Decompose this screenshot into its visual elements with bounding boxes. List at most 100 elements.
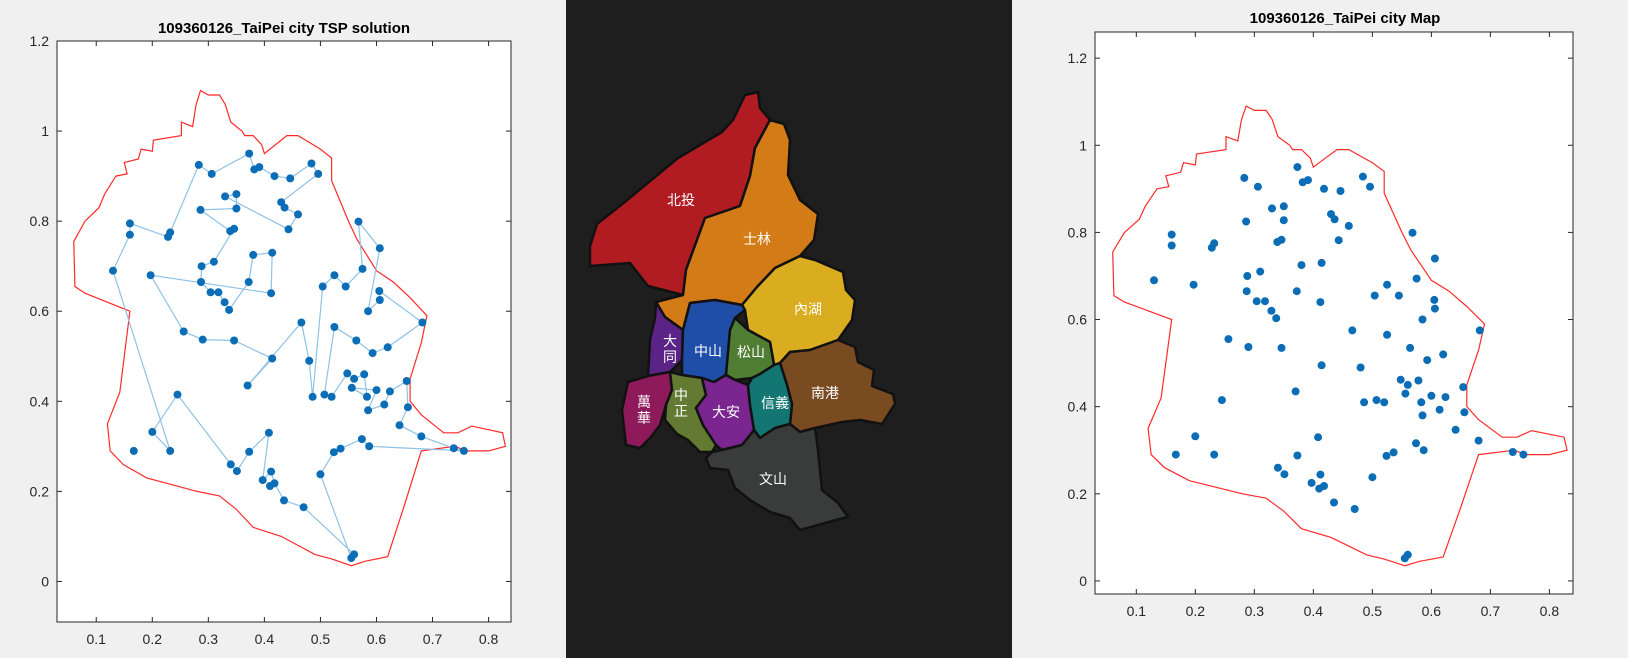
city-point bbox=[336, 444, 345, 453]
city-point bbox=[1406, 343, 1415, 352]
district-label-zhongshan: 中山 bbox=[694, 344, 722, 360]
city-point bbox=[1330, 215, 1339, 224]
map-city-points bbox=[1150, 163, 1528, 563]
y-tick-label: 0.6 bbox=[1068, 312, 1088, 328]
city-point bbox=[1280, 470, 1289, 479]
city-point bbox=[1256, 267, 1265, 276]
city-point bbox=[305, 356, 314, 365]
city-point bbox=[363, 392, 371, 401]
city-point bbox=[1320, 184, 1328, 193]
city-point bbox=[308, 392, 317, 401]
city-point bbox=[360, 370, 369, 379]
city-point bbox=[1414, 376, 1423, 385]
district-label-daan: 大安 bbox=[712, 405, 740, 421]
district-wenshan bbox=[704, 422, 850, 532]
district-label-songshan: 松山 bbox=[737, 345, 765, 361]
city-point bbox=[299, 503, 308, 512]
district-label-nangang: 南港 bbox=[811, 386, 839, 402]
city-point bbox=[1350, 505, 1359, 513]
city-point bbox=[1191, 432, 1200, 441]
city-point bbox=[1508, 448, 1517, 456]
district-label-beitou: 北投 bbox=[667, 193, 695, 209]
city-point bbox=[1292, 287, 1301, 296]
city-point bbox=[109, 266, 117, 275]
city-point bbox=[284, 225, 293, 234]
city-point bbox=[364, 307, 373, 316]
city-point bbox=[1317, 361, 1326, 370]
city-point bbox=[230, 336, 239, 345]
x-tick-label: 0.4 bbox=[255, 631, 275, 647]
city-point bbox=[197, 262, 206, 271]
city-point bbox=[1418, 315, 1427, 324]
city-point bbox=[352, 336, 361, 345]
city-point bbox=[347, 383, 356, 392]
city-point bbox=[365, 442, 374, 451]
city-point bbox=[1383, 280, 1392, 289]
city-point bbox=[286, 174, 295, 183]
city-point bbox=[1316, 470, 1325, 479]
city-point bbox=[194, 160, 203, 169]
city-point bbox=[330, 323, 339, 331]
city-point bbox=[1334, 236, 1343, 245]
city-point bbox=[1167, 241, 1176, 250]
city-point bbox=[173, 390, 182, 399]
city-point bbox=[1383, 330, 1392, 339]
city-point bbox=[307, 159, 316, 168]
city-point bbox=[244, 278, 253, 286]
city-point bbox=[146, 271, 155, 280]
city-point bbox=[1519, 450, 1528, 459]
x-tick-label: 0.2 bbox=[1186, 603, 1206, 619]
city-point bbox=[1460, 408, 1469, 417]
city-point bbox=[418, 318, 427, 327]
city-point bbox=[166, 446, 175, 455]
city-point bbox=[1317, 258, 1326, 267]
city-point bbox=[1380, 398, 1389, 407]
city-point bbox=[1304, 176, 1312, 185]
x-tick-label: 0.1 bbox=[1127, 603, 1147, 619]
city-point bbox=[1297, 261, 1306, 270]
city-point bbox=[1167, 230, 1176, 239]
city-point bbox=[226, 460, 235, 469]
district-label-zhongzheng: 中 正 bbox=[674, 388, 688, 420]
tsp-city-points bbox=[109, 149, 468, 562]
city-point bbox=[129, 446, 138, 455]
city-point bbox=[1451, 425, 1460, 434]
city-point bbox=[395, 421, 404, 430]
city-point bbox=[249, 250, 258, 259]
x-tick-label: 0.1 bbox=[87, 631, 107, 647]
city-point bbox=[402, 377, 411, 385]
city-point bbox=[125, 230, 134, 239]
city-point bbox=[375, 244, 384, 253]
city-point bbox=[232, 467, 241, 476]
city-point bbox=[1403, 550, 1412, 559]
city-point bbox=[245, 447, 254, 456]
map-axes-frame bbox=[1094, 31, 1574, 595]
city-point bbox=[316, 470, 325, 479]
city-point bbox=[220, 298, 229, 307]
city-point bbox=[267, 467, 276, 476]
y-tick-label: 0.6 bbox=[30, 303, 50, 319]
city-point bbox=[1244, 343, 1253, 351]
city-point bbox=[1242, 287, 1251, 296]
city-point bbox=[364, 406, 373, 415]
city-point bbox=[1344, 221, 1353, 230]
city-point bbox=[403, 403, 412, 412]
city-point bbox=[1210, 450, 1219, 459]
city-map-chart: 109360126_TaiPei city Map 0.1 0.2 0.3 0.4 0.… bbox=[1068, 10, 1574, 619]
district-label-wenshan: 文山 bbox=[759, 472, 787, 488]
y-tick-label: 0 bbox=[41, 573, 49, 589]
city-point bbox=[1394, 291, 1403, 300]
x-tick-label: 0.3 bbox=[199, 631, 219, 647]
city-boundary-polygon bbox=[73, 89, 507, 567]
city-point bbox=[1419, 446, 1428, 455]
map-chart-title: 109360126_TaiPei city Map bbox=[1250, 10, 1441, 27]
y-tick-label: 0.4 bbox=[1068, 399, 1088, 415]
city-point bbox=[1224, 335, 1233, 344]
city-point bbox=[1316, 298, 1325, 307]
city-point bbox=[1330, 498, 1338, 507]
city-point bbox=[1439, 350, 1448, 359]
city-point bbox=[1366, 182, 1374, 191]
city-point bbox=[1267, 306, 1276, 315]
city-point bbox=[372, 386, 381, 395]
city-point bbox=[449, 444, 458, 453]
